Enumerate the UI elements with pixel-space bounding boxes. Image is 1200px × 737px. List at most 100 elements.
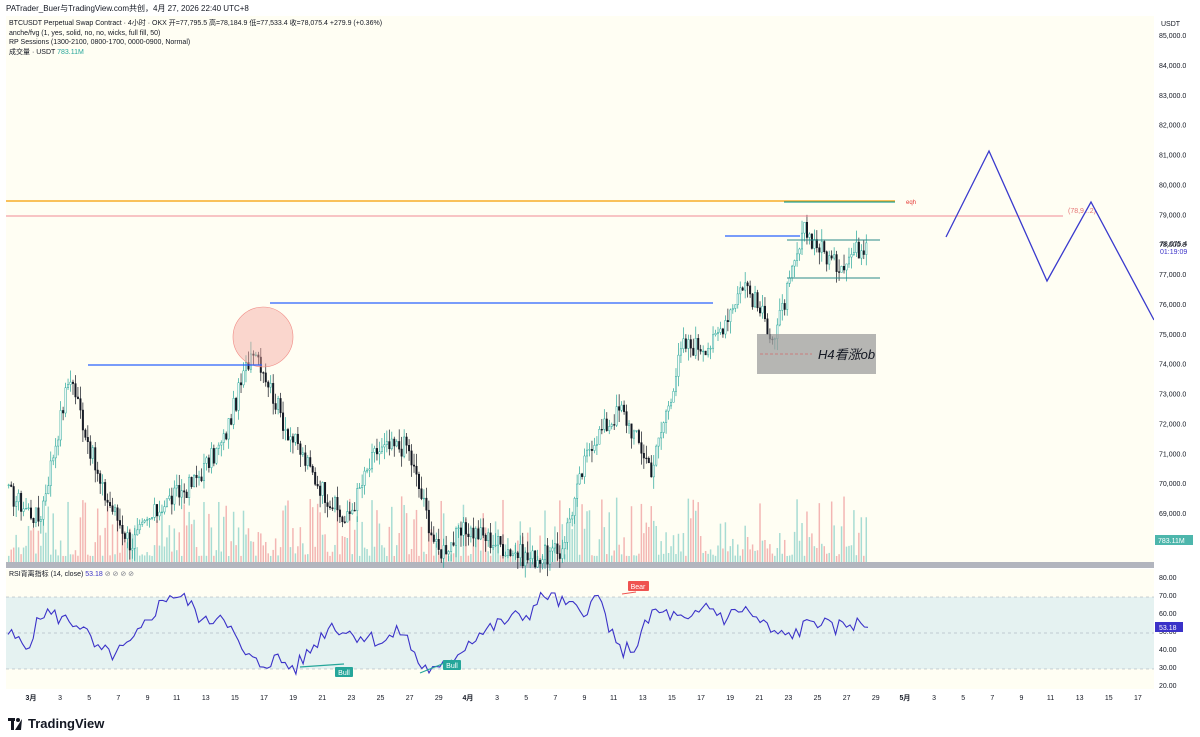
projection-path[interactable] (945, 149, 1155, 321)
price-axis[interactable] (1154, 16, 1200, 565)
volume-bar (265, 541, 267, 562)
volume-bar (507, 555, 509, 562)
volume-bar (848, 545, 850, 562)
candle-body (356, 488, 359, 511)
volume-bar (759, 503, 761, 562)
candle-body (240, 382, 243, 386)
candle-body (205, 457, 208, 464)
time-tick-label: 15 (1105, 695, 1113, 702)
volume-bar (850, 545, 853, 562)
volume-bar (821, 543, 823, 562)
candle-body (684, 338, 687, 349)
volume-bar (168, 525, 171, 562)
volume-bar (779, 533, 781, 562)
volume-bar (660, 541, 662, 562)
candle-body (385, 441, 388, 445)
volume-bar (766, 548, 769, 562)
volume-bar (237, 527, 240, 562)
candle-body (311, 466, 314, 473)
volume-bar (756, 550, 759, 562)
candle-body (371, 452, 374, 470)
volume-bar (480, 550, 482, 562)
volume-bar (42, 500, 45, 562)
candle-body (210, 448, 213, 468)
candle-body (170, 495, 173, 505)
volume-bar (440, 500, 442, 562)
candle-body (79, 398, 82, 411)
candle-body (183, 490, 186, 493)
candle-body (163, 506, 166, 513)
candle-body (121, 525, 124, 534)
volume-bar (358, 555, 361, 562)
last-price-label: 78,075.4 (1160, 241, 1187, 248)
candle-body (830, 255, 833, 259)
volume-bar (690, 518, 692, 562)
volume-bar (650, 506, 653, 562)
volume-bar (788, 555, 791, 562)
time-tick-label: 5 (87, 695, 91, 702)
time-tick-label: 11 (1047, 695, 1054, 702)
volume-bar (395, 545, 398, 562)
candle-body (687, 339, 690, 349)
price-tick-label: 79,000.0 (1159, 212, 1186, 219)
candle-body (222, 433, 225, 443)
volume-bar (475, 535, 477, 562)
volume-bar (608, 512, 610, 562)
volume-legend-value: 783.11M (57, 49, 84, 56)
candle-body (99, 473, 102, 484)
volume-bar (381, 545, 383, 562)
candle-body (326, 502, 329, 507)
rsi-legend-value: 53.18 (85, 571, 103, 578)
candle-body (294, 433, 297, 443)
candle-body (59, 410, 62, 441)
candle-body (445, 545, 448, 555)
candle-body (610, 424, 613, 427)
pane-separator[interactable] (6, 562, 1154, 568)
candle-body (198, 476, 201, 479)
candle-body (178, 485, 181, 498)
candle-body (561, 548, 564, 559)
trading-chart[interactable]: eqh (78,9...2) H4看涨ob Bull Bull Bear BTC… (0, 16, 1200, 710)
volume-bar (247, 528, 250, 562)
rsi-tick-label: 80.00 (1159, 575, 1177, 582)
candle-body (642, 452, 645, 459)
candle-body (754, 292, 757, 308)
volume-badge: 783.11M (1158, 538, 1185, 545)
time-axis[interactable] (0, 689, 1200, 710)
candle-body (637, 430, 640, 443)
volume-bar (252, 541, 255, 562)
candle-body (257, 354, 260, 358)
volume-bar (193, 519, 195, 562)
time-tick-label: 15 (668, 695, 676, 702)
time-tick-label: 25 (814, 695, 822, 702)
time-tick-label: 5 (524, 695, 528, 702)
volume-bar (487, 551, 489, 562)
volume-bar (151, 555, 153, 562)
candle-body (62, 410, 65, 414)
volume-bar (148, 555, 151, 562)
volume-bar (813, 546, 816, 562)
volume-bar (218, 501, 220, 562)
candle-body (212, 448, 215, 464)
volume-bar (361, 521, 363, 562)
volume-bar (220, 551, 223, 562)
volume-bar (356, 516, 358, 562)
volume-bar (94, 542, 96, 562)
tradingview-logo[interactable]: TradingView (8, 716, 104, 731)
volume-bar (302, 543, 304, 562)
volume-bar (460, 555, 462, 562)
volume-bar (425, 554, 428, 562)
candle-body (247, 362, 250, 370)
volume-bar (257, 532, 260, 562)
bear-tag: Bear (631, 584, 646, 591)
candle-body (106, 499, 109, 503)
volume-bar (35, 553, 37, 562)
volume-bar (655, 525, 657, 562)
candle-body (798, 248, 801, 255)
volume-bar (336, 501, 339, 562)
candle-body (452, 542, 455, 546)
candle-body (128, 532, 131, 551)
volume-bar (638, 553, 640, 562)
volume-bar (208, 513, 210, 562)
candle-body (296, 433, 299, 445)
